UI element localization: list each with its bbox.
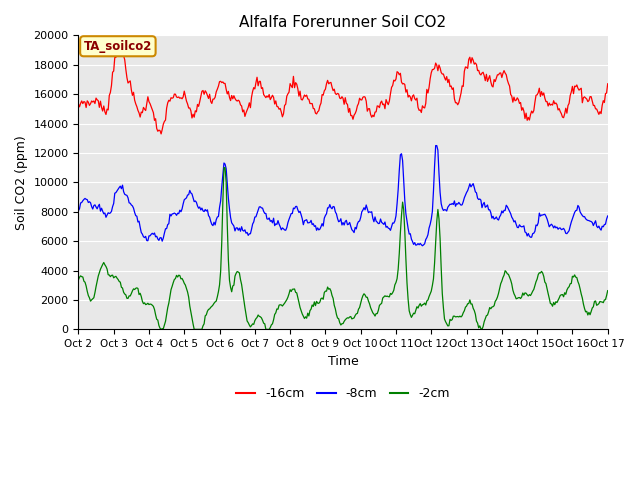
- -2cm: [345, 315, 353, 321]
- -8cm: [467, 184, 475, 190]
- Title: Alfalfa Forerunner Soil CO2: Alfalfa Forerunner Soil CO2: [239, 15, 447, 30]
- -8cm: [75, 208, 83, 214]
- -16cm: [449, 85, 457, 91]
- Line: -2cm: -2cm: [79, 168, 608, 329]
- -8cm: [419, 243, 426, 249]
- -2cm: [582, 309, 589, 315]
- Line: -16cm: -16cm: [79, 38, 608, 134]
- Text: TA_soilco2: TA_soilco2: [84, 40, 152, 53]
- Y-axis label: Soil CO2 (ppm): Soil CO2 (ppm): [15, 135, 28, 230]
- -8cm: [582, 216, 589, 222]
- -8cm: [449, 202, 457, 207]
- -8cm: [461, 195, 468, 201]
- -8cm: [315, 227, 323, 233]
- X-axis label: Time: Time: [328, 355, 358, 368]
- -2cm: [157, 326, 165, 332]
- -8cm: [342, 217, 350, 223]
- -16cm: [467, 60, 475, 66]
- Line: -8cm: -8cm: [79, 145, 608, 246]
- -8cm: [432, 143, 440, 148]
- -16cm: [604, 81, 612, 87]
- -2cm: [604, 288, 612, 294]
- -8cm: [604, 213, 612, 219]
- -2cm: [461, 308, 468, 313]
- -16cm: [116, 35, 124, 41]
- -2cm: [317, 296, 325, 301]
- -2cm: [220, 165, 228, 170]
- -16cm: [317, 100, 325, 106]
- -2cm: [449, 313, 457, 319]
- -16cm: [157, 131, 165, 137]
- -16cm: [461, 69, 468, 74]
- Legend: -16cm, -8cm, -2cm: -16cm, -8cm, -2cm: [231, 383, 455, 406]
- -2cm: [75, 277, 83, 283]
- -16cm: [582, 95, 589, 101]
- -16cm: [75, 101, 83, 107]
- -2cm: [467, 301, 475, 307]
- -16cm: [345, 109, 353, 115]
